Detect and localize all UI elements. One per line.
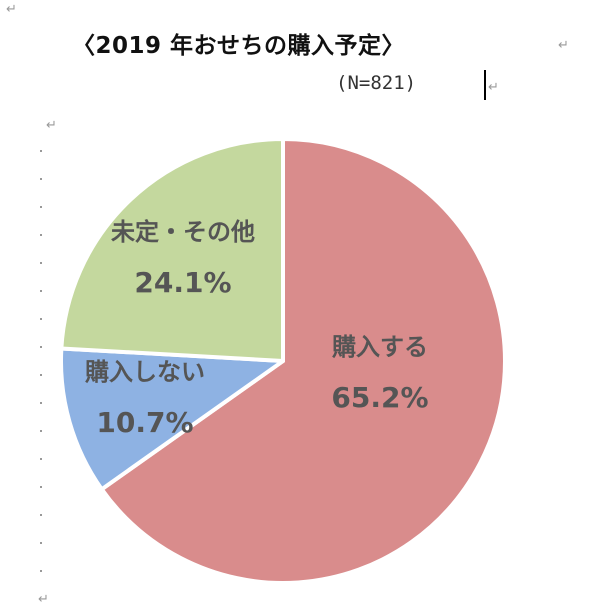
margin-dot — [40, 290, 42, 292]
slice-label-1: 購入する — [332, 333, 428, 361]
paragraph-mark: ↵ — [46, 118, 57, 133]
sample-size-label: (N=821) — [336, 72, 417, 94]
margin-dot — [40, 150, 42, 152]
paragraph-mark: ↵ — [558, 38, 569, 53]
pie-slice-3 — [59, 137, 285, 363]
margin-dot — [40, 346, 42, 348]
paragraph-mark: ↵ — [38, 592, 49, 607]
margin-dot — [40, 486, 42, 488]
slice-value-2: 10.7% — [96, 406, 193, 439]
margin-dot — [40, 458, 42, 460]
margin-dot — [40, 430, 42, 432]
margin-dot — [40, 402, 42, 404]
left-margin-dots — [40, 150, 42, 610]
slice-value-1: 65.2% — [331, 381, 428, 414]
chart-title: 〈2019 年おせちの購入予定〉 — [72, 33, 406, 59]
margin-dot — [40, 318, 42, 320]
margin-dot — [40, 178, 42, 180]
slice-label-2: 購入しない — [85, 358, 205, 386]
margin-dot — [40, 234, 42, 236]
pie-slice-1 — [99, 137, 507, 585]
pie-slice-2 — [58, 346, 285, 492]
margin-dot — [40, 514, 42, 516]
slice-value-3: 24.1% — [134, 266, 231, 299]
paragraph-mark: ↵ — [6, 2, 17, 17]
paragraph-mark: ↵ — [488, 80, 499, 95]
margin-dot — [40, 206, 42, 208]
pie-labels: 購入する 65.2% 購入しない 10.7% 未定・その他 24.1% — [85, 218, 429, 439]
slice-label-3: 未定・その他 — [111, 218, 255, 246]
margin-dot — [40, 374, 42, 376]
margin-dot — [40, 542, 42, 544]
text-cursor — [484, 70, 486, 100]
margin-dot — [40, 570, 42, 572]
pie-slices — [58, 137, 507, 585]
margin-dot — [40, 262, 42, 264]
